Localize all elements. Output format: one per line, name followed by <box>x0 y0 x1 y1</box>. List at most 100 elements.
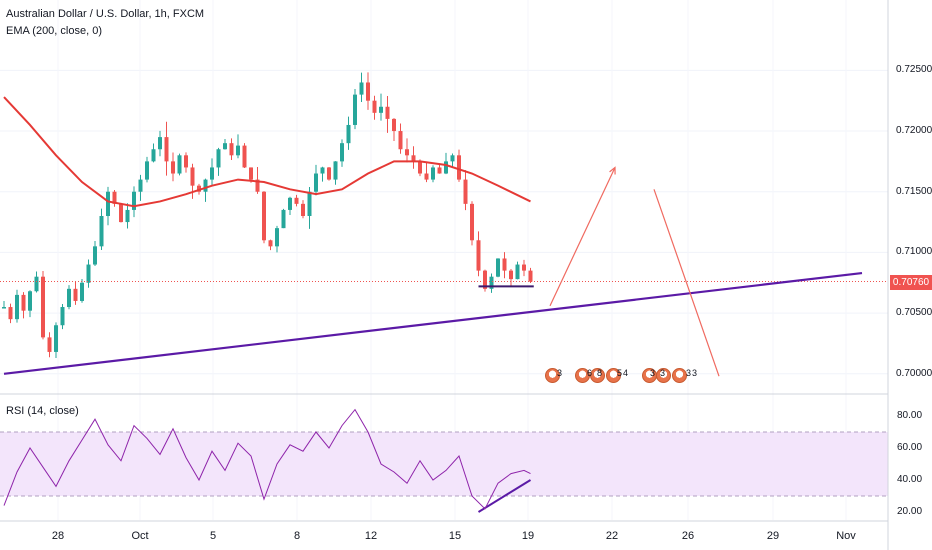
price-tick-label: 0.72500 <box>896 64 932 76</box>
candle-body <box>80 282 84 301</box>
price-tick-label: 0.72000 <box>896 125 932 137</box>
candle-body <box>476 240 481 271</box>
candle-body <box>457 155 461 180</box>
candle-body <box>125 209 130 223</box>
candle-body <box>502 258 507 271</box>
candle-body <box>294 197 299 204</box>
rsi-series <box>3 408 531 510</box>
price-tick-label: 0.70000 <box>896 367 932 379</box>
candle-body <box>106 191 110 216</box>
event-flag-icon[interactable] <box>606 368 621 383</box>
candle-body <box>158 137 162 150</box>
bullish-arrow-head <box>609 166 616 175</box>
rsi-band <box>0 431 888 497</box>
time-tick-label: 5 <box>209 530 217 542</box>
candle-body <box>470 203 474 241</box>
candle-body <box>346 124 351 144</box>
ema-line <box>3 96 531 208</box>
candle-body <box>489 276 494 289</box>
event-count: 3 <box>692 368 698 378</box>
candle-body <box>112 191 117 204</box>
ema-legend[interactable]: EMA (200, close, 0) <box>6 25 102 37</box>
rsi-line <box>3 408 531 510</box>
price-tick-label: 0.70500 <box>896 307 932 319</box>
candle-body <box>463 179 468 204</box>
candle-body <box>93 246 97 265</box>
rsi-tick-label: 80.00 <box>897 410 923 421</box>
rsi-divergence-line <box>477 479 532 513</box>
candle-body <box>132 191 136 210</box>
candle-body <box>249 167 253 180</box>
candle-body <box>171 161 175 174</box>
candle-body <box>177 155 182 174</box>
event-count: 3 <box>650 368 656 378</box>
candle-body <box>8 307 13 320</box>
candle-body <box>340 143 344 162</box>
candle-body <box>359 82 364 95</box>
event-count: 4 <box>623 368 629 378</box>
candle-body <box>41 276 45 338</box>
candle-body <box>268 240 273 247</box>
candle-body <box>34 276 39 292</box>
candle-body <box>197 185 201 192</box>
price-tick-label: 0.71000 <box>896 246 932 258</box>
candle-body <box>210 167 214 180</box>
candle-body <box>372 100 377 113</box>
candle-body <box>138 179 143 192</box>
candle-body <box>522 264 526 271</box>
event-flag-icon[interactable] <box>656 368 671 383</box>
event-count: 8 <box>597 368 603 378</box>
time-tick-label: 29 <box>766 530 780 542</box>
event-count: 3 <box>660 368 666 378</box>
candle-body <box>301 203 305 216</box>
event-flag-icon[interactable] <box>575 368 590 383</box>
candle-body <box>392 118 396 132</box>
candle-body <box>320 167 325 174</box>
candle-body <box>496 258 500 277</box>
candle-body <box>366 82 370 101</box>
candle-body <box>431 167 435 180</box>
candle-body <box>60 307 65 326</box>
rsi-tick-label: 40.00 <box>897 474 923 485</box>
event-flag-icon[interactable] <box>545 368 560 383</box>
candle-body <box>327 167 331 180</box>
event-count: 5 <box>617 368 623 378</box>
rising-trendline <box>3 271 863 375</box>
candle-body <box>379 106 383 113</box>
rsi-tick-label: 20.00 <box>897 506 923 517</box>
candle-body <box>275 228 279 247</box>
current-price-tag: 0.70760 <box>890 274 932 290</box>
candle-body <box>236 145 240 156</box>
candle-body <box>444 161 448 174</box>
candle-body <box>216 149 221 168</box>
event-count: 3 <box>557 368 563 378</box>
candle-body <box>145 161 149 180</box>
candle-body <box>281 209 286 229</box>
candle-body <box>528 270 533 282</box>
candle-body <box>424 173 429 180</box>
candle-body <box>450 155 455 162</box>
rsi-legend[interactable]: RSI (14, close) <box>6 405 79 417</box>
time-tick-label: 12 <box>364 530 378 542</box>
candle-body <box>15 294 19 320</box>
candle-body <box>21 294 26 311</box>
event-flag-icon[interactable] <box>672 368 687 383</box>
candle-body <box>184 155 188 168</box>
time-tick-label: 19 <box>521 530 535 542</box>
axis-borders <box>0 0 889 550</box>
candle-body <box>515 264 520 280</box>
candle-body <box>385 106 390 119</box>
candle-body <box>223 143 227 150</box>
ema-200-line <box>3 96 531 208</box>
event-count: 6 <box>587 368 593 378</box>
symbol-title[interactable]: Australian Dollar / U.S. Dollar, 1h, FXC… <box>6 8 205 20</box>
candle-body <box>255 179 260 192</box>
candle-body <box>307 191 312 216</box>
rsi-tick-label: 60.00 <box>897 442 923 453</box>
candle-body <box>262 191 266 241</box>
candle-body <box>353 94 357 125</box>
event-flag-icon[interactable] <box>590 368 605 383</box>
candle-body <box>333 161 338 180</box>
candlestick-series <box>2 72 533 358</box>
